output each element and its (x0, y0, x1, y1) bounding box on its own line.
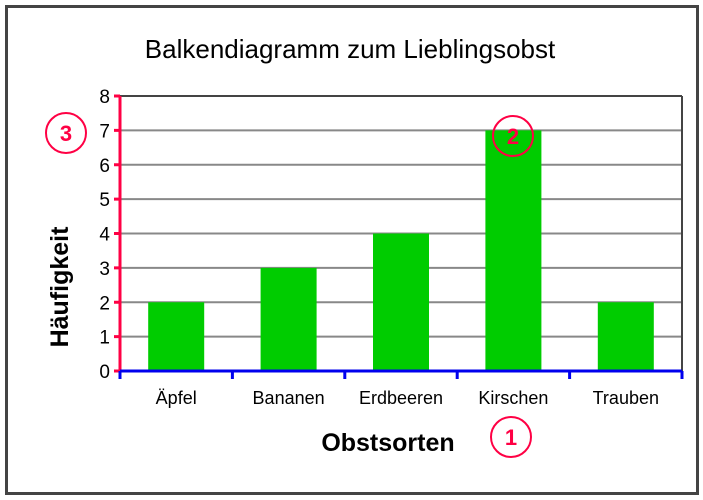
annotation-label: 3 (60, 121, 72, 146)
annotation-label: 2 (507, 124, 519, 149)
y-tick-label: 5 (99, 190, 110, 211)
annotation-circle-3 (45, 112, 87, 154)
annotation-circle-2 (492, 115, 534, 157)
x-tick-label: Kirschen (478, 388, 548, 408)
bar-äpfel (148, 302, 205, 371)
chart-title: Balkendiagramm zum Lieblingsobst (145, 34, 556, 64)
y-tick-label: 1 (99, 328, 110, 349)
y-tick-label: 3 (99, 259, 110, 280)
chart-frame (5, 5, 699, 495)
y-axis-label: Häufigkeit (46, 226, 74, 348)
bar-erdbeeren (373, 233, 429, 371)
y-tick-label: 0 (99, 362, 110, 383)
y-tick-label: 4 (99, 225, 110, 246)
bar-bananen (260, 267, 317, 371)
x-tick-label: Bananen (253, 388, 325, 408)
x-tick-label: Trauben (593, 388, 659, 408)
y-tick-label: 2 (99, 293, 110, 314)
y-tick-label: 7 (99, 121, 110, 142)
x-tick-label: Äpfel (156, 388, 197, 408)
bar-kirschen (485, 130, 542, 371)
bar-trauben (597, 302, 654, 371)
x-tick-label: Erdbeeren (359, 388, 443, 408)
annotation-circle-1 (490, 416, 532, 458)
y-tick-label: 8 (99, 87, 110, 108)
y-tick-label: 6 (99, 156, 110, 177)
x-axis-label: Obstsorten (321, 429, 454, 457)
annotation-label: 1 (505, 425, 517, 450)
